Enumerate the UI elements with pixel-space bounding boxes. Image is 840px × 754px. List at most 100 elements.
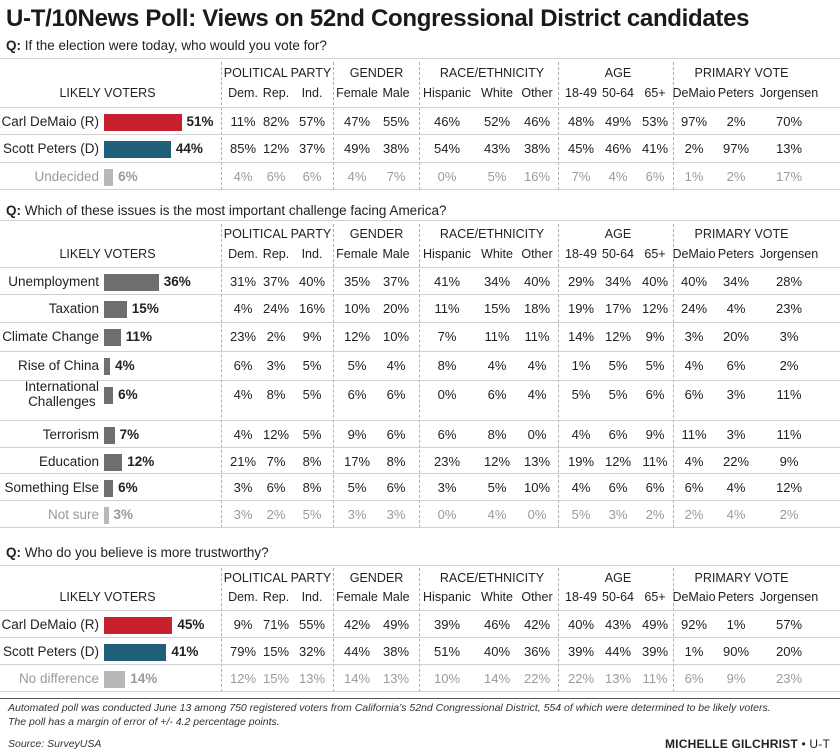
column-separator <box>419 62 420 190</box>
row-label: Undecided <box>34 169 99 184</box>
column-header: 65+ <box>644 247 666 261</box>
table-cell: 32% <box>298 644 326 659</box>
table-cell: 5% <box>487 480 507 495</box>
table-cell: 2% <box>266 329 286 344</box>
table-cell: 28% <box>775 274 803 289</box>
bar-value-label: 14% <box>130 671 158 686</box>
column-header: Dem. <box>228 247 258 261</box>
question-2: Q: Which of these issues is the most imp… <box>6 203 446 218</box>
table-cell: 6% <box>608 427 628 442</box>
column-separator <box>333 62 334 190</box>
table-cell: 4% <box>233 427 253 442</box>
row-label: Education <box>38 454 99 469</box>
table-cell: 13% <box>382 671 410 686</box>
column-header: Female <box>336 247 378 261</box>
row-rule <box>0 380 840 381</box>
table-cell: 40% <box>523 274 551 289</box>
column-group-header: AGE <box>604 227 632 241</box>
column-group-header: POLITICAL PARTY <box>223 227 332 241</box>
table-cell: 6% <box>645 169 665 184</box>
bar-value-label: 15% <box>131 301 159 316</box>
column-separator <box>673 224 674 528</box>
table-cell: 0% <box>437 387 457 402</box>
column-header: Peters <box>717 247 755 261</box>
table-cell: 52% <box>483 114 511 129</box>
bar-gray <box>104 479 114 497</box>
table-cell: 40% <box>298 274 326 289</box>
table-cell: 55% <box>298 617 326 632</box>
table-cell: 6% <box>608 480 628 495</box>
table-cell: 11% <box>681 427 707 442</box>
bar-gray <box>104 386 114 404</box>
column-header: Other <box>521 86 553 100</box>
table-cell: 6% <box>386 387 406 402</box>
table-cell: 31% <box>229 274 257 289</box>
bar-gray <box>104 357 111 375</box>
table-cell: 18% <box>523 301 551 316</box>
table-cell: 4% <box>527 387 547 402</box>
table-cell: 12% <box>483 454 511 469</box>
table-cell: 38% <box>523 141 551 156</box>
table-cell: 82% <box>262 114 290 129</box>
table-cell: 3% <box>608 507 628 522</box>
column-group-header: GENDER <box>349 66 404 80</box>
row-label: Something Else <box>4 480 99 495</box>
row-label: International Challenges <box>24 379 99 409</box>
column-header: Hispanic <box>423 247 471 261</box>
row-rule <box>0 610 840 611</box>
table-cell: 12% <box>604 329 632 344</box>
row-label: Terrorism <box>42 427 99 442</box>
table-cell: 8% <box>487 427 507 442</box>
question-prefix: Q: <box>6 203 21 218</box>
table-cell: 13% <box>604 671 632 686</box>
question-prefix: Q: <box>6 38 21 53</box>
bar-gray <box>104 453 123 471</box>
column-separator <box>673 568 674 692</box>
table-cell: 3% <box>437 480 457 495</box>
table-cell: 23% <box>775 671 803 686</box>
section-rule <box>0 565 840 566</box>
table-cell: 5% <box>571 387 591 402</box>
column-header: 50-64 <box>602 86 634 100</box>
table-cell: 85% <box>229 141 257 156</box>
table-cell: 3% <box>684 329 704 344</box>
table-cell: 5% <box>302 427 322 442</box>
table-cell: 4% <box>571 480 591 495</box>
question-1: Q: If the election were today, who would… <box>6 38 327 53</box>
table-cell: 37% <box>382 274 410 289</box>
table-cell: 2% <box>726 114 746 129</box>
column-header: Other <box>521 590 553 604</box>
column-header: Female <box>336 86 378 100</box>
bar-gray <box>104 273 159 291</box>
column-group-header: RACE/ETHNICITY <box>439 571 545 585</box>
row-label: Unemployment <box>8 274 99 289</box>
table-cell: 3% <box>347 507 367 522</box>
table-cell: 0% <box>527 427 547 442</box>
row-rule <box>0 420 840 421</box>
column-group-header: POLITICAL PARTY <box>223 571 332 585</box>
table-cell: 45% <box>567 141 595 156</box>
table-cell: 46% <box>523 114 551 129</box>
table-cell: 12% <box>775 480 803 495</box>
likely-voters-label: LIKELY VOTERS <box>59 247 156 261</box>
table-cell: 11% <box>230 114 256 129</box>
table-cell: 22% <box>722 454 750 469</box>
table-cell: 10% <box>433 671 461 686</box>
table-cell: 57% <box>775 617 803 632</box>
table-cell: 13% <box>523 454 551 469</box>
column-header: 65+ <box>644 86 666 100</box>
table-cell: 7% <box>266 454 286 469</box>
bar-value-label: 6% <box>118 480 138 495</box>
table-cell: 17% <box>343 454 371 469</box>
column-group-header: RACE/ETHNICITY <box>439 227 545 241</box>
table-cell: 3% <box>779 329 799 344</box>
table-cell: 4% <box>487 507 507 522</box>
column-header: White <box>481 590 513 604</box>
table-cell: 39% <box>567 644 595 659</box>
column-header: DeMaio <box>672 86 716 100</box>
row-label: Rise of China <box>17 358 99 373</box>
table-cell: 10% <box>523 480 551 495</box>
table-cell: 3% <box>233 480 253 495</box>
footnote-1: Automated poll was conducted June 13 amo… <box>8 702 771 714</box>
table-cell: 4% <box>233 387 253 402</box>
